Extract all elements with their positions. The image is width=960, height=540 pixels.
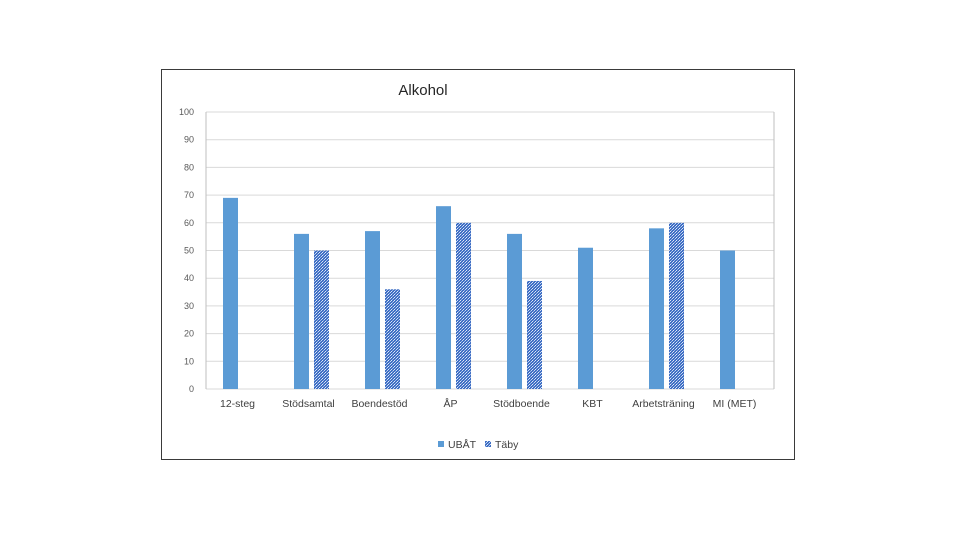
y-tick-label: 50	[184, 246, 194, 256]
y-tick-label: 70	[184, 190, 194, 200]
x-tick-label: Stödboende	[493, 398, 550, 410]
y-tick-label: 40	[184, 273, 194, 283]
y-tick-label: 80	[184, 162, 194, 172]
chart-frame: Alkohol 0 10 20 30 40 50 60 70 80 90 100 12-steg St…	[161, 69, 795, 460]
y-tick-label: 100	[179, 107, 194, 117]
y-tick-label: 10	[184, 356, 194, 366]
bar-taby	[314, 250, 329, 389]
x-axis-labels: 12-steg Stödsamtal Boendestöd ÅP Stödboende K…	[220, 397, 756, 410]
legend: UBÅT Täby	[438, 438, 519, 451]
x-tick-label: Stödsamtal	[282, 398, 335, 410]
y-axis: 0 10 20 30 40 50 60 70 80 90 100	[179, 107, 775, 394]
legend-swatch	[438, 441, 444, 447]
gridlines	[206, 111, 774, 390]
y-tick-label: 30	[184, 301, 194, 311]
bar-ubat	[649, 228, 664, 389]
legend-label: Täby	[495, 439, 519, 451]
x-tick-label: MI (MET)	[713, 398, 757, 410]
bars	[223, 197, 735, 389]
x-tick-label: Arbetsträning	[632, 398, 695, 410]
x-tick-label: 12-steg	[220, 398, 255, 410]
bar-ubat	[294, 233, 309, 389]
y-tick-label: 0	[189, 384, 194, 394]
legend-label: UBÅT	[448, 438, 477, 451]
x-tick-label: KBT	[582, 398, 603, 410]
x-tick-label: Boendestöd	[351, 398, 407, 410]
y-tick-label: 90	[184, 135, 194, 145]
x-tick-label: ÅP	[443, 397, 457, 410]
bar-taby	[669, 222, 684, 389]
bar-taby	[527, 280, 542, 389]
y-tick-label: 20	[184, 329, 194, 339]
chart-title: Alkohol	[398, 82, 447, 99]
bar-ubat	[507, 233, 522, 389]
legend-swatch	[485, 441, 491, 447]
bar-ubat	[365, 231, 380, 389]
bar-taby	[385, 289, 400, 389]
bar-ubat	[436, 206, 451, 389]
y-tick-label: 60	[184, 218, 194, 228]
bar-ubat	[720, 250, 735, 389]
bar-ubat	[578, 247, 593, 389]
bar-chart: Alkohol 0 10 20 30 40 50 60 70 80 90 100 12-steg St…	[179, 82, 775, 451]
bar-taby	[456, 222, 471, 389]
bar-ubat	[223, 197, 238, 389]
